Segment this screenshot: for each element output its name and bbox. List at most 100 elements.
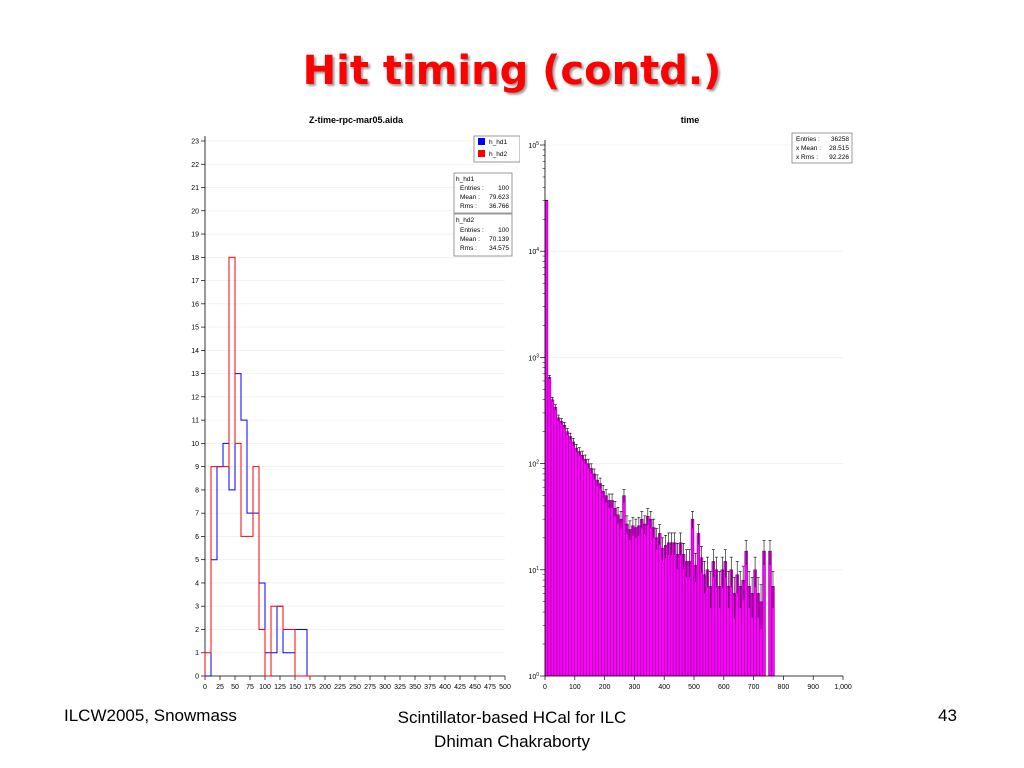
y-tick-label: 21 — [191, 185, 199, 192]
histogram-bar — [693, 565, 698, 677]
x-tick-label: 300 — [379, 684, 391, 691]
stats-rms-label: x Rms : — [796, 154, 818, 161]
histogram-bar — [598, 483, 602, 677]
x-tick-label: 250 — [349, 684, 361, 691]
x-tick-label: 500 — [688, 684, 700, 691]
legend-swatch-h-hd1 — [478, 138, 485, 145]
stats-mean-label: x Mean : — [796, 145, 821, 152]
y-tick-label: 2 — [195, 627, 199, 634]
footer-center-line1: Scintillator-based HCal for ILC — [397, 708, 627, 727]
legend-label-h-hd2: h_hd2 — [489, 151, 507, 158]
y-tick-label: 14 — [191, 348, 199, 355]
y-tick-label: 17 — [191, 278, 199, 285]
histogram-bar — [690, 518, 695, 677]
histogram-bar — [610, 500, 614, 677]
histogram-bar — [678, 542, 683, 677]
stats-mean-label: Mean : — [460, 194, 480, 201]
x-tick-label: 275 — [364, 684, 376, 691]
histogram-bar — [655, 537, 659, 677]
histogram-bar — [711, 561, 716, 677]
x-tick-label: 400 — [439, 684, 451, 691]
x-tick-label: 200 — [319, 684, 331, 691]
y-tick-label: 18 — [191, 255, 199, 262]
histogram-bar — [669, 542, 674, 677]
histogram-bar — [583, 459, 587, 677]
x-tick-label: 175 — [304, 684, 316, 691]
y-tick-label: 103 — [528, 353, 539, 362]
stats-mean-label: Mean : — [460, 236, 480, 243]
histogram-bar — [619, 518, 623, 677]
stats-rms-value: 92.226 — [829, 154, 849, 161]
histogram-bar — [631, 525, 635, 677]
x-tick-label: 600 — [718, 684, 730, 691]
histogram-bar — [547, 377, 552, 677]
page-number: 43 — [938, 706, 957, 725]
stats-rms-value: 36.766 — [489, 203, 509, 210]
histogram-bar — [666, 542, 671, 677]
y-tick-label: 1 — [195, 650, 199, 657]
x-tick-label: 700 — [748, 684, 760, 691]
histogram-bar — [604, 495, 608, 677]
histogram-bar — [628, 529, 632, 677]
histogram-bar — [762, 550, 766, 677]
stats-rms-label: Rms : — [460, 203, 477, 210]
histogram-bar — [553, 406, 558, 677]
x-tick-label: 375 — [424, 684, 436, 691]
histogram-bar — [556, 417, 561, 677]
histogram-bar — [574, 447, 578, 677]
stats-entries-value: 100 — [498, 227, 509, 234]
x-tick-label: 0 — [203, 684, 207, 691]
footer-center: Scintillator-based HCal for ILC Dhiman C… — [312, 706, 712, 754]
stats-name: h_hd2 — [456, 217, 474, 224]
histogram-bar — [589, 468, 593, 677]
x-tick-label: 150 — [289, 684, 301, 691]
legend-label-h-hd1: h_hd1 — [489, 139, 507, 146]
stats-name: h_hd1 — [456, 176, 474, 183]
footer-center-line2: Dhiman Chakraborty — [434, 732, 590, 751]
histogram-bar — [640, 518, 644, 677]
histogram-bar — [571, 441, 575, 677]
histogram-bar — [544, 200, 549, 677]
y-tick-label: 0 — [195, 674, 199, 681]
y-tick-label: 6 — [195, 534, 199, 541]
histogram-bar — [649, 518, 653, 677]
histogram-bar — [616, 514, 620, 677]
histogram-bar — [565, 431, 570, 677]
stats-rms-value: 34.575 — [489, 245, 509, 252]
histogram-bar — [562, 424, 567, 677]
x-tick-label: 800 — [778, 684, 790, 691]
x-tick-label: 300 — [629, 684, 641, 691]
footer-left: ILCW2005, Snowmass — [64, 706, 237, 725]
histogram-bar — [672, 542, 677, 677]
x-tick-label: 125 — [274, 684, 286, 691]
histogram-bar — [768, 550, 772, 677]
histogram-line-h-hd1 — [205, 373, 313, 677]
y-tick-label: 12 — [191, 394, 199, 401]
legend-swatch-h-hd2 — [478, 150, 485, 157]
histogram-bar — [723, 561, 727, 677]
y-tick-label: 9 — [195, 464, 199, 471]
histogram-bar — [699, 557, 704, 677]
histogram-bar — [637, 525, 641, 677]
histogram-bar — [744, 550, 748, 677]
y-tick-label: 19 — [191, 232, 199, 239]
y-tick-label: 102 — [528, 460, 539, 469]
y-tick-label: 22 — [191, 162, 199, 169]
stats-entries-label: Entries : — [460, 227, 484, 234]
histogram-bar — [592, 473, 596, 677]
histogram-z-time: Z-time-rpc-mar05.aida 012345678910111213… — [191, 115, 520, 691]
x-tick-label: 400 — [658, 684, 670, 691]
histogram-bar — [643, 523, 647, 677]
histogram-bar — [595, 479, 599, 677]
histogram-bar — [646, 515, 650, 677]
x-tick-label: 1,000 — [834, 684, 852, 691]
stats-mean-value: 79.623 — [489, 194, 509, 201]
x-tick-label: 225 — [334, 684, 346, 691]
histogram-bar — [550, 399, 555, 677]
slide-title: Hit timing (contd.) — [302, 48, 722, 94]
histogram-bar — [658, 533, 662, 677]
histogram-bar — [684, 561, 689, 677]
x-tick-label: 350 — [409, 684, 421, 691]
y-tick-label: 100 — [528, 672, 539, 681]
stats-entries-label: Entries : — [796, 136, 820, 143]
